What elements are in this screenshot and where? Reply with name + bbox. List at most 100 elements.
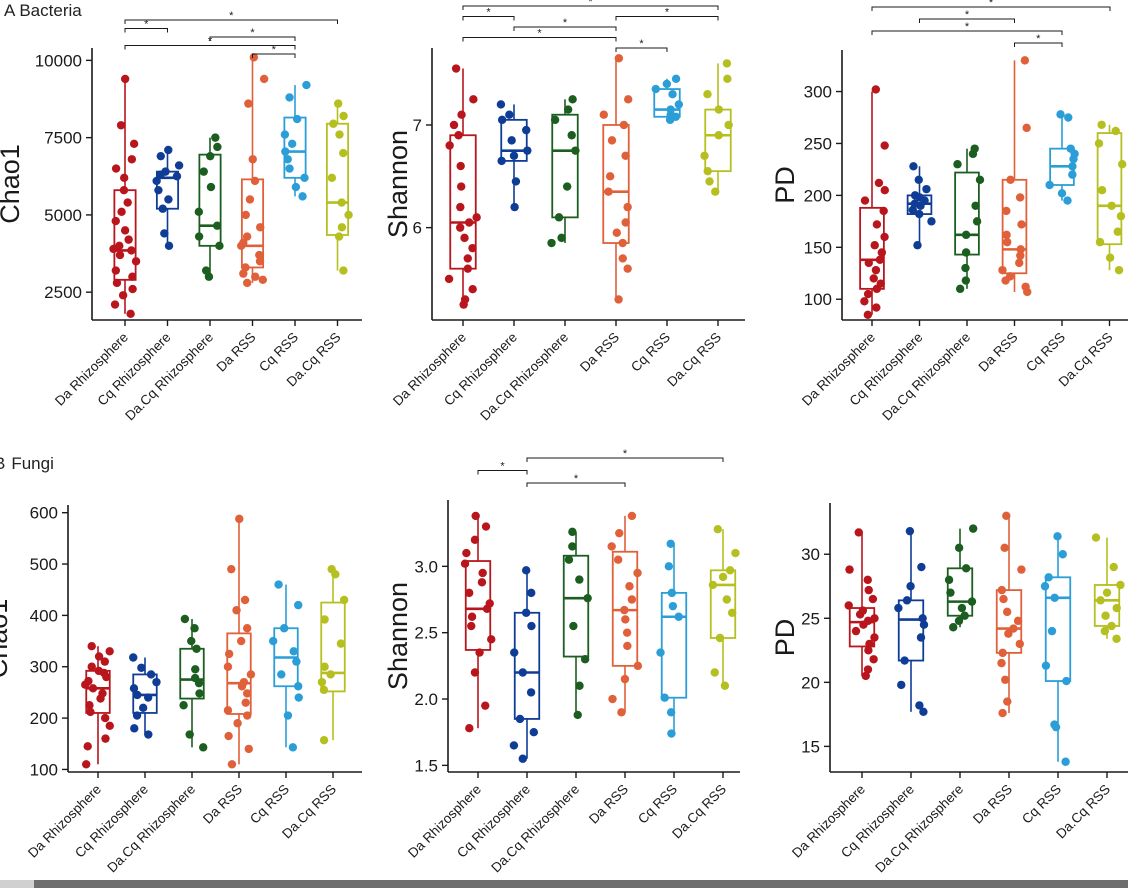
y-tick-label: 20: [801, 673, 820, 692]
data-point: [557, 233, 566, 243]
data-point: [1116, 580, 1125, 590]
data-point: [880, 232, 889, 242]
data-point: [154, 185, 163, 195]
data-point: [255, 257, 265, 266]
data-point: [1109, 562, 1118, 572]
y-tick-label: 7500: [44, 129, 82, 148]
data-point: [241, 210, 250, 220]
data-point: [133, 690, 142, 700]
data-point: [339, 595, 349, 605]
data-point: [344, 210, 353, 220]
data-point: [961, 564, 971, 573]
data-point: [872, 220, 882, 229]
data-point: [1118, 160, 1127, 169]
data-point: [285, 164, 294, 173]
data-point: [199, 167, 208, 176]
data-point: [583, 593, 592, 603]
data-point: [138, 703, 148, 713]
data-point: [894, 603, 903, 613]
data-point: [604, 187, 613, 196]
significance-bracket: [615, 16, 719, 21]
data-point: [298, 192, 307, 201]
data-point: [83, 742, 92, 751]
data-point: [865, 639, 874, 649]
data-point: [922, 184, 931, 194]
data-point: [110, 300, 120, 309]
data-point: [124, 235, 133, 244]
data-point: [998, 708, 1007, 718]
panel-label-bacteria: A Bacteria: [4, 1, 82, 20]
x-tick-label: Da RSS: [970, 782, 1015, 827]
box-iqr: [320, 601, 346, 693]
significance-label: *: [1036, 33, 1041, 45]
data-point: [971, 201, 980, 210]
data-point: [869, 655, 878, 664]
data-point: [248, 155, 257, 164]
data-point: [115, 241, 124, 251]
data-point: [864, 258, 873, 268]
data-point: [111, 216, 120, 226]
data-point: [243, 711, 252, 720]
data-point: [914, 175, 923, 185]
data-point: [1016, 245, 1025, 254]
data-point: [268, 636, 278, 646]
data-point: [223, 706, 233, 715]
significance-bracket: [462, 16, 515, 21]
data-point: [87, 662, 96, 671]
data-point: [612, 228, 621, 237]
data-point: [94, 652, 104, 661]
data-point: [192, 644, 201, 653]
data-point: [1113, 227, 1122, 236]
data-point: [320, 615, 329, 624]
data-point: [455, 223, 465, 232]
data-point: [913, 241, 922, 250]
data-point: [334, 232, 344, 241]
x-tick-label: Da.Cq Rhizosphere: [477, 330, 571, 424]
data-point: [457, 110, 466, 119]
data-point: [201, 266, 211, 275]
data-point: [580, 655, 590, 664]
data-point: [339, 148, 348, 158]
data-point: [967, 597, 977, 606]
y-tick-label: 7: [413, 116, 422, 135]
data-point: [242, 624, 252, 633]
data-point: [623, 202, 632, 212]
data-point: [620, 605, 629, 615]
data-point: [902, 596, 912, 605]
data-point: [880, 141, 889, 150]
data-point: [972, 217, 982, 226]
bottom-scroll-strip: [34, 880, 1128, 888]
data-point: [194, 232, 204, 241]
data-point: [111, 266, 121, 275]
x-tick-label: Da RSS: [976, 330, 1021, 375]
data-point: [1102, 588, 1112, 597]
data-point: [460, 559, 470, 568]
y-tick-label: 10000: [35, 51, 82, 70]
data-point: [161, 167, 170, 176]
data-point: [863, 289, 873, 299]
data-point: [1002, 230, 1011, 240]
data-point: [568, 527, 577, 537]
data-point: [274, 580, 283, 589]
data-point: [518, 668, 527, 677]
data-point: [339, 266, 348, 275]
y-tick-label: 1.5: [414, 756, 438, 775]
data-point: [160, 229, 169, 238]
data-point: [667, 588, 677, 598]
data-point: [863, 616, 873, 626]
data-point: [927, 217, 936, 226]
data-point: [190, 673, 200, 683]
data-point: [875, 255, 885, 264]
data-point: [130, 724, 139, 733]
data-point: [1041, 661, 1051, 670]
data-point: [731, 548, 740, 558]
data-point: [864, 585, 873, 595]
data-point: [1112, 634, 1121, 643]
data-point: [617, 708, 626, 717]
data-point: [239, 238, 248, 247]
box-iqr: [602, 124, 630, 244]
y-tick-label: 5000: [44, 206, 82, 225]
